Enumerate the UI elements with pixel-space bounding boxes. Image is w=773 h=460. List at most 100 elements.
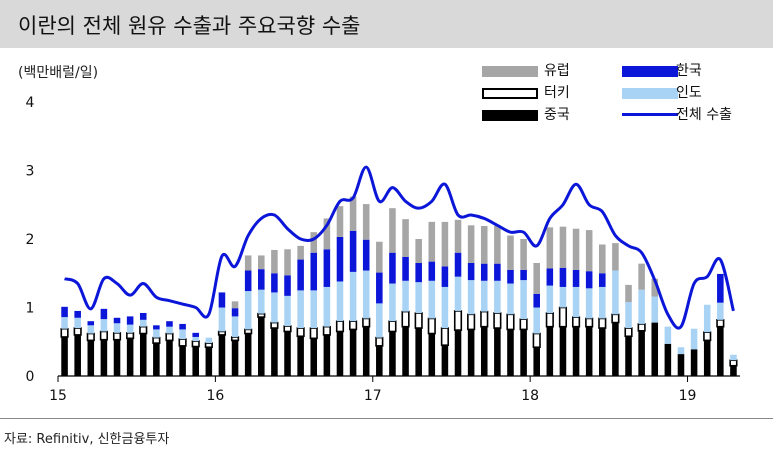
bar-segment-china [179, 345, 186, 376]
bar-segment-europe [572, 228, 580, 270]
bar-segment-europe [271, 249, 278, 274]
bar-segment-india [336, 281, 344, 322]
bar-segment-india [284, 295, 291, 326]
bar-segment-korea [520, 269, 527, 281]
bar-segment-india [402, 280, 409, 312]
bar-segment-korea [126, 316, 134, 325]
x-tick-label: 18 [521, 388, 539, 404]
bar-segment-india [651, 296, 659, 323]
bar-segment-europe [533, 262, 540, 294]
bar-segment-korea [258, 269, 265, 290]
source-note: 자료: Refinitiv, 신한금융투자 [4, 432, 170, 447]
bar-segment-india [638, 289, 645, 324]
bar-segment-korea [244, 270, 252, 292]
bar-segment-china [467, 329, 475, 376]
bar-segment-europe [467, 225, 475, 263]
bar-segment-korea [376, 272, 383, 304]
legend-swatch-india [622, 88, 678, 99]
bar-segment-korea [507, 269, 514, 284]
y-axis-unit-label: (백만배럴/일) [18, 65, 99, 81]
bar-segment-europe [376, 241, 383, 273]
bar-segment-europe [415, 239, 422, 263]
legend-label-turkey: 터키 [544, 85, 570, 101]
legend-label-total: 전체 수출 [676, 107, 732, 123]
bar-segment-india [113, 323, 121, 333]
bar-segment-india [625, 302, 632, 329]
bar-segment-europe [310, 232, 318, 253]
bar-segment-korea [559, 267, 567, 287]
bar-segment-korea [271, 273, 278, 293]
bar-segment-india [664, 326, 672, 344]
bar-segment-india [376, 303, 383, 338]
legend-label-china: 중국 [544, 107, 570, 123]
bar-segment-korea [349, 230, 357, 272]
bar-segment-korea [533, 293, 540, 308]
bar-segment-korea [192, 332, 199, 337]
bar-segment-china [625, 336, 632, 376]
legend-swatch-china [482, 110, 538, 121]
bar-segment-europe [612, 243, 619, 271]
bar-segment-china [638, 330, 645, 376]
bar-segment-india [310, 290, 318, 329]
bar-segment-china [61, 336, 68, 376]
bar-segment-turkey [467, 313, 476, 331]
bar-segment-turkey [388, 320, 397, 333]
bar-segment-europe [638, 263, 645, 290]
bar-segment-turkey [375, 336, 384, 347]
bar-segment-china [441, 345, 449, 376]
bar-segment-india [480, 280, 488, 312]
bar-segment-china [494, 328, 501, 376]
bar-segment-india [507, 283, 514, 315]
bar-segment-korea [441, 266, 449, 287]
x-tick-label: 19 [679, 388, 697, 404]
bar-segment-turkey [322, 325, 331, 336]
bar-segment-china [376, 345, 383, 376]
bar-segment-china [218, 334, 226, 376]
bar-segment-turkey [349, 320, 358, 331]
bar-segment-china [507, 329, 514, 376]
bar-segment-india [244, 291, 252, 330]
bar-segment-europe [546, 227, 554, 269]
bar-segment-india [454, 276, 462, 311]
bar-segment-korea [179, 323, 186, 330]
bar-segment-korea [389, 252, 396, 284]
bar-segment-india [572, 286, 580, 318]
bar-segment-india [467, 280, 475, 315]
bar-segment-india [74, 317, 81, 329]
legend-swatch-korea [622, 66, 678, 77]
bar-segment-korea [61, 306, 68, 318]
bar-segment-europe [454, 219, 462, 253]
bar-segment-india [717, 302, 724, 320]
bar-segment-turkey [86, 332, 95, 342]
bar-segment-china [651, 322, 659, 376]
bar-segment-turkey [716, 319, 725, 328]
bar-segment-turkey [217, 330, 227, 336]
bar-segment-china [402, 326, 409, 376]
bar-segment-europe [258, 255, 265, 270]
bar-segment-india [494, 280, 501, 313]
bar-segment-europe [651, 278, 659, 297]
bar-segment-europe [599, 244, 606, 274]
bar-segment-korea [336, 236, 344, 282]
bar-segment-india [585, 288, 593, 319]
bar-segment-europe [336, 206, 344, 237]
bar-segment-europe [428, 221, 436, 262]
bar-segment-korea [585, 271, 593, 289]
bar-segment-turkey [126, 332, 135, 340]
bar-segment-korea [166, 321, 173, 327]
bar-segment-turkey [637, 323, 646, 332]
bar-segment-europe [559, 226, 567, 268]
bar-segment-europe [231, 301, 239, 309]
bar-segment-china [153, 343, 160, 376]
bar-segment-turkey [703, 331, 712, 342]
bar-segment-china [231, 340, 239, 376]
y-tick-label: 3 [26, 164, 35, 180]
bar-segment-china [297, 336, 304, 376]
bar-segment-turkey [191, 340, 200, 348]
bar-segment-india [677, 347, 685, 355]
bar-segment-turkey [427, 317, 436, 335]
bar-segment-china [703, 340, 711, 376]
bar-segment-europe [585, 230, 593, 272]
bar-segment-india [389, 283, 396, 322]
